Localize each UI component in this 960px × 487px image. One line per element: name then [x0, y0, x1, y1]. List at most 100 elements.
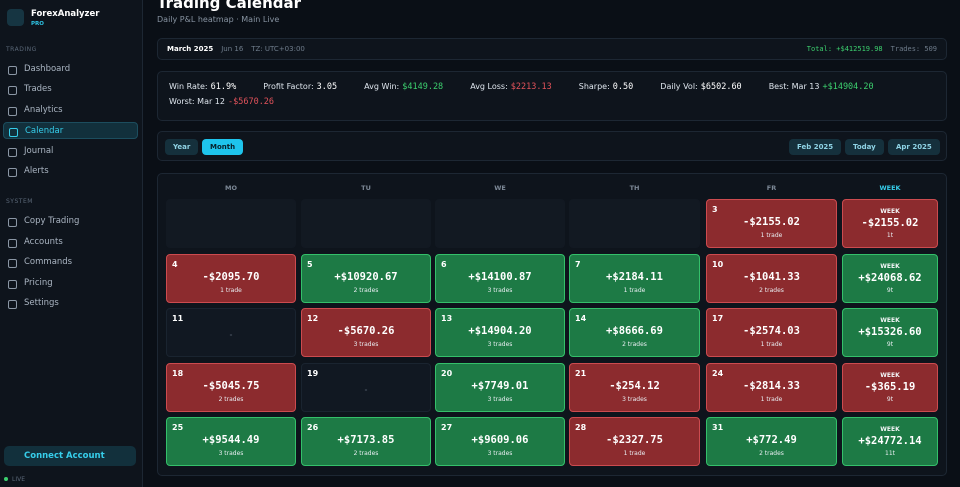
day-trades: 3 trades	[487, 450, 513, 457]
nav-button[interactable]: Apr 2025	[888, 139, 940, 155]
day-number: 6	[441, 260, 447, 269]
day-trades: 3 trades	[218, 450, 244, 457]
day-cell[interactable]: 18 -$5045.75 2 trades	[166, 363, 296, 412]
week-cell: WEEK -$365.19 9t	[842, 363, 938, 412]
day-pnl: +$10920.67	[334, 271, 398, 283]
day-trades: 3 trades	[353, 341, 379, 348]
day-pnl: +$7173.85	[337, 434, 395, 446]
day-number: 27	[441, 423, 453, 432]
stat-label: Sharpe:	[578, 82, 610, 91]
week-trades: 9t	[886, 287, 894, 294]
day-cell[interactable]: 5 +$10920.67 2 trades	[301, 254, 431, 303]
day-cell[interactable]: 25 +$9544.49 3 trades	[166, 417, 296, 466]
day-number: 3	[712, 205, 718, 214]
day-cell[interactable]: 20 +$7749.01 3 trades	[435, 363, 565, 412]
nav-item[interactable]: Commands	[3, 254, 138, 271]
stat: Profit Factor: 3.05	[263, 82, 337, 92]
day-cell[interactable]: 11 -	[166, 308, 296, 357]
weekday: TU	[361, 184, 371, 192]
brand: ForexAnalyzer	[31, 9, 100, 19]
day-cell[interactable]: 26 +$7173.85 2 trades	[301, 417, 431, 466]
weekday: MO	[225, 184, 237, 192]
day-cell[interactable]: 7 +$2184.11 1 trade	[569, 254, 700, 303]
nav-item[interactable]: Copy Trading	[3, 213, 138, 230]
day-pnl: +$14100.87	[468, 271, 532, 283]
day-cell[interactable]: 3 -$2155.02 1 trade	[706, 199, 837, 248]
day-trades: 2 trades	[353, 287, 379, 294]
day-cell	[569, 199, 700, 248]
day-cell	[166, 199, 296, 248]
day-pnl: -	[228, 331, 234, 339]
stat: Avg Win: $4149.28	[364, 82, 443, 92]
day-cell[interactable]: 12 -$5670.26 3 trades	[301, 308, 431, 357]
day-pnl: -$2814.33	[743, 380, 800, 392]
day-cell[interactable]: 10 -$1041.33 2 trades	[706, 254, 837, 303]
day-cell[interactable]: 17 -$2574.03 1 trade	[706, 308, 837, 357]
day-trades: 1 trade	[220, 287, 242, 294]
nav-item[interactable]: Dashboard	[3, 61, 138, 78]
nav-item[interactable]: Alerts	[3, 163, 138, 180]
day-cell[interactable]: 21 -$254.12 3 trades	[569, 363, 700, 412]
day-trades: 2 trades	[218, 396, 244, 403]
day-cell[interactable]: 14 +$8666.69 2 trades	[569, 308, 700, 357]
stat: Best: Mar 13 +$14904.20	[769, 82, 874, 92]
week-trades: 9t	[886, 341, 894, 348]
stat: Daily Vol: $6502.60	[660, 82, 741, 92]
week-trades: 9t	[886, 396, 894, 403]
stat-value: 61.9%	[210, 82, 237, 92]
stat-label: Avg Win:	[364, 82, 400, 91]
day-number: 24	[712, 369, 724, 378]
nav-item[interactable]: Analytics	[3, 102, 138, 119]
day-cell[interactable]: 27 +$9609.06 3 trades	[435, 417, 565, 466]
nav-item[interactable]: Trades	[3, 81, 138, 98]
day-trades: 3 trades	[622, 396, 647, 403]
day-pnl: -$2574.03	[743, 325, 800, 337]
nav-button[interactable]: Today	[845, 139, 884, 155]
day-cell	[435, 199, 565, 248]
nav-item[interactable]: Accounts	[3, 234, 138, 251]
day-cell[interactable]: 4 -$2095.70 1 trade	[166, 254, 296, 303]
week-label: WEEK	[880, 263, 900, 270]
day-number: 17	[712, 314, 724, 323]
day-cell[interactable]: 24 -$2814.33 1 trade	[706, 363, 837, 412]
day-pnl: -$1041.33	[743, 271, 800, 283]
day-pnl: +$8666.69	[606, 325, 663, 337]
stat: Win Rate: 61.9%	[169, 82, 236, 92]
connect-button[interactable]: Connect Account	[4, 446, 136, 466]
section-title: TRADING	[6, 46, 37, 53]
stat-label: Daily Vol:	[660, 82, 698, 91]
subtitle: Daily P&L heatmap · Main Live	[157, 15, 280, 24]
day-number: 10	[712, 260, 724, 269]
nav-item[interactable]: Pricing	[3, 275, 138, 292]
day-trades: 1 trade	[760, 232, 783, 239]
week-cell: WEEK -$2155.02 1t	[842, 199, 938, 248]
day-trades: 2 trades	[353, 450, 379, 457]
day-cell[interactable]: 28 -$2327.75 1 trade	[569, 417, 700, 466]
day-cell[interactable]: 31 +$772.49 2 trades	[706, 417, 837, 466]
day-cell[interactable]: 19 -	[301, 363, 431, 412]
day-number: 21	[575, 369, 587, 378]
trade-count: Trades: 509	[890, 45, 937, 53]
stat-label: Avg Loss:	[470, 82, 508, 91]
view-button[interactable]: Year	[165, 139, 199, 155]
week-cell: WEEK +$24772.14 11t	[842, 417, 938, 466]
day-pnl: -$2327.75	[606, 434, 663, 446]
view-button[interactable]: Month	[202, 139, 244, 155]
day-trades: 1 trade	[760, 341, 783, 348]
weekday: FR	[766, 184, 777, 192]
nav-item[interactable]: Journal	[3, 143, 138, 160]
day-cell[interactable]: 6 +$14100.87 3 trades	[435, 254, 565, 303]
day-number: 13	[441, 314, 453, 323]
day-number: 19	[307, 369, 319, 378]
day-trades: 3 trades	[487, 341, 513, 348]
day-trades: 1 trade	[623, 287, 646, 294]
day-pnl: +$14904.20	[468, 325, 532, 337]
nav-button[interactable]: Feb 2025	[789, 139, 842, 155]
nav-item[interactable]: Settings	[3, 295, 138, 312]
nav-item[interactable]: Calendar	[3, 122, 138, 140]
logo-icon	[7, 9, 24, 26]
calendar: MO TU WE TH FR WEEK 3 -$2155.02 1 trade WEEK -$215…	[157, 173, 947, 476]
section-title: SYSTEM	[6, 198, 33, 206]
week-label: WEEK	[880, 426, 900, 433]
day-cell[interactable]: 13 +$14904.20 3 trades	[435, 308, 565, 357]
